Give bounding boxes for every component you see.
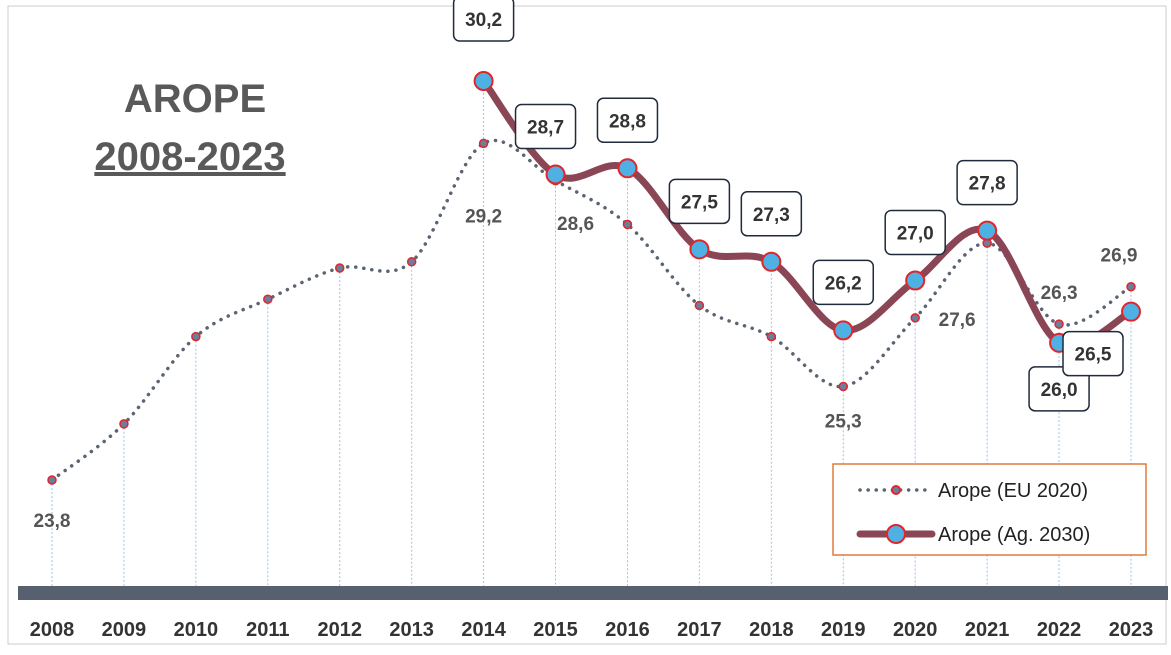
label-box — [596, 97, 659, 144]
label-box — [1028, 366, 1090, 412]
point — [47, 475, 57, 485]
data-label: 27,3 — [753, 205, 790, 226]
data-label: 26,5 — [1075, 345, 1112, 366]
data-label: 26,0 — [1041, 380, 1078, 401]
legend-marker — [886, 524, 906, 544]
data-label: 27,0 — [897, 224, 934, 245]
x-tick-label: 2022 — [1037, 619, 1082, 641]
data-label: 27,8 — [969, 174, 1006, 195]
x-tick-label: 2008 — [30, 619, 75, 641]
point — [406, 257, 417, 267]
legend-label: Arope (Ag. 2030) — [938, 524, 1090, 546]
point — [761, 251, 782, 272]
series-line — [480, 77, 1135, 349]
data-label: 26,9 — [1101, 246, 1138, 267]
chart-title: AROPE — [124, 77, 266, 121]
data-label: 28,6 — [557, 214, 594, 235]
point — [689, 239, 710, 260]
x-tick-label: 2012 — [317, 619, 362, 641]
x-tick-label: 2017 — [677, 619, 722, 641]
point — [1121, 301, 1141, 322]
point — [905, 270, 926, 291]
data-label: 30,2 — [465, 10, 502, 31]
x-tick-label: 2010 — [174, 619, 219, 641]
point — [1126, 281, 1136, 292]
data-label: 27,5 — [681, 192, 718, 213]
label-box — [1062, 330, 1124, 377]
point — [910, 313, 920, 323]
legend — [832, 463, 1147, 556]
x-tick-label: 2009 — [102, 619, 147, 641]
label-box — [740, 191, 803, 237]
point — [1054, 319, 1064, 329]
point — [191, 331, 201, 342]
label-box — [668, 178, 731, 225]
legend-label: Arope (EU 2020) — [938, 480, 1088, 502]
x-tick-label: 2023 — [1109, 619, 1154, 641]
point — [617, 158, 638, 179]
x-tick-label: 2015 — [533, 619, 578, 641]
point — [766, 331, 777, 342]
frame — [7, 5, 1167, 645]
x-tick-label: 2016 — [605, 619, 650, 641]
axis-band — [18, 586, 1168, 600]
x-tick-label: 2021 — [965, 619, 1010, 641]
x-tick-label: 2011 — [246, 619, 289, 641]
chart-subtitle: 2008-2023 — [94, 135, 285, 179]
point — [334, 263, 345, 273]
data-label: 29,2 — [465, 206, 502, 227]
point — [263, 294, 273, 304]
x-tick-label: 2019 — [821, 619, 866, 641]
legend-marker — [891, 485, 901, 495]
data-label: 28,7 — [527, 118, 564, 139]
point — [545, 164, 566, 185]
point — [478, 138, 489, 149]
x-tick-label: 2014 — [461, 619, 506, 641]
data-label: 25,3 — [825, 411, 862, 432]
point — [694, 300, 705, 311]
point — [473, 71, 494, 91]
label-box — [452, 0, 515, 42]
data-label: 27,6 — [939, 310, 976, 331]
series-line — [50, 138, 1133, 482]
x-tick-label: 2018 — [749, 619, 794, 641]
x-tick-label: 2020 — [893, 619, 938, 641]
label-box — [956, 159, 1018, 206]
data-label: 26,3 — [1041, 283, 1078, 304]
point — [622, 219, 633, 230]
point — [838, 381, 849, 392]
label-box — [884, 209, 946, 256]
point — [119, 419, 129, 429]
data-label: 26,2 — [825, 273, 862, 294]
data-label: 23,8 — [34, 511, 71, 532]
x-tick-label: 2013 — [389, 619, 434, 641]
point — [833, 320, 854, 341]
data-label: 28,8 — [609, 111, 646, 132]
point — [977, 220, 998, 241]
label-box — [812, 259, 875, 306]
label-box — [514, 103, 577, 150]
